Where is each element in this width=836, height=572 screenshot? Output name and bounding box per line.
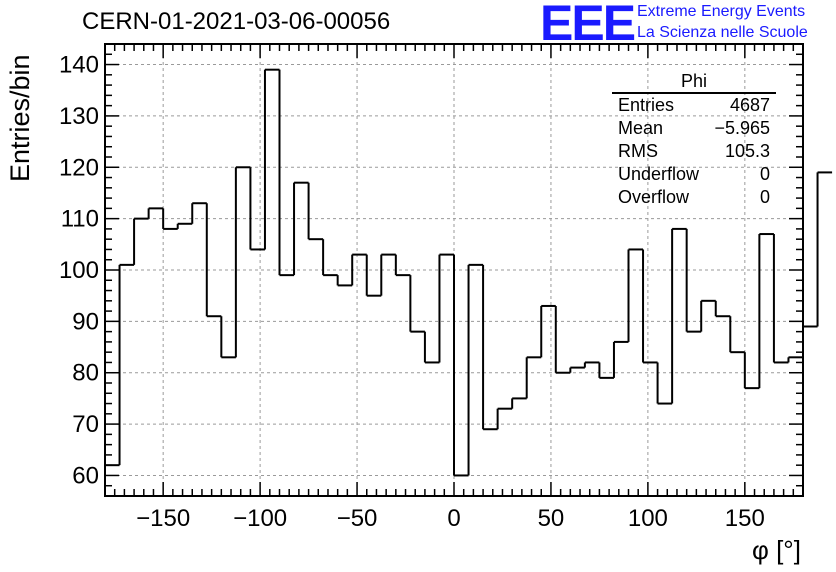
- stats-label: Mean: [618, 118, 664, 138]
- y-tick-label: 70: [72, 411, 99, 438]
- stats-row-mean: Mean −5.965: [612, 117, 776, 140]
- stats-box: Phi Entries 4687 Mean −5.965 RMS 105.3 U…: [612, 70, 776, 209]
- y-tick-label: 120: [59, 154, 99, 181]
- stats-title: Phi: [612, 70, 776, 94]
- stats-row-overflow: Overflow 0: [612, 186, 776, 209]
- stats-row-entries: Entries 4687: [612, 94, 776, 117]
- x-axis-title: φ [°]: [752, 535, 801, 565]
- y-tick-label: 100: [59, 257, 99, 284]
- y-axis-title: Entries/bin: [5, 54, 35, 182]
- x-tick-label: 150: [725, 505, 765, 532]
- stats-value: 0: [759, 187, 770, 207]
- x-tick-label: 100: [628, 505, 668, 532]
- eee-logo: EEE: [540, 0, 636, 51]
- y-tick-label: 80: [72, 360, 99, 387]
- y-tick-label: 110: [61, 206, 99, 233]
- x-tick-label: −150: [136, 505, 190, 532]
- x-axis: −150 −100 −50 0 50 100 150: [113, 44, 795, 532]
- x-tick-label: 0: [447, 505, 460, 532]
- stats-label: Entries: [618, 95, 675, 115]
- stats-value: 4687: [729, 95, 770, 115]
- y-tick-label: 60: [72, 462, 99, 489]
- y-tick-label: 140: [59, 52, 99, 79]
- stats-value: −5.965: [714, 118, 770, 138]
- stats-row-underflow: Underflow 0: [612, 163, 776, 186]
- logo-line-2: La Scienza nelle Scuole: [637, 24, 808, 41]
- histogram-steps: [105, 68, 833, 477]
- y-axis: 60 70 80 90 100 110 120 130 140: [59, 43, 803, 489]
- chart-title: CERN-01-2021-03-06-00056: [82, 8, 391, 35]
- stats-label: Underflow: [618, 164, 700, 184]
- x-tick-label: 50: [538, 505, 565, 532]
- stats-label: RMS: [618, 141, 658, 161]
- y-tick-label: 130: [59, 103, 99, 130]
- stats-row-rms: RMS 105.3: [612, 140, 776, 163]
- x-tick-label: −50: [337, 505, 378, 532]
- y-tick-label: 90: [72, 308, 99, 335]
- stats-value: 105.3: [724, 141, 770, 161]
- x-tick-label: −100: [233, 505, 287, 532]
- logo-line-1: Extreme Energy Events: [637, 3, 806, 20]
- stats-label: Overflow: [618, 187, 690, 207]
- stats-value: 0: [759, 164, 770, 184]
